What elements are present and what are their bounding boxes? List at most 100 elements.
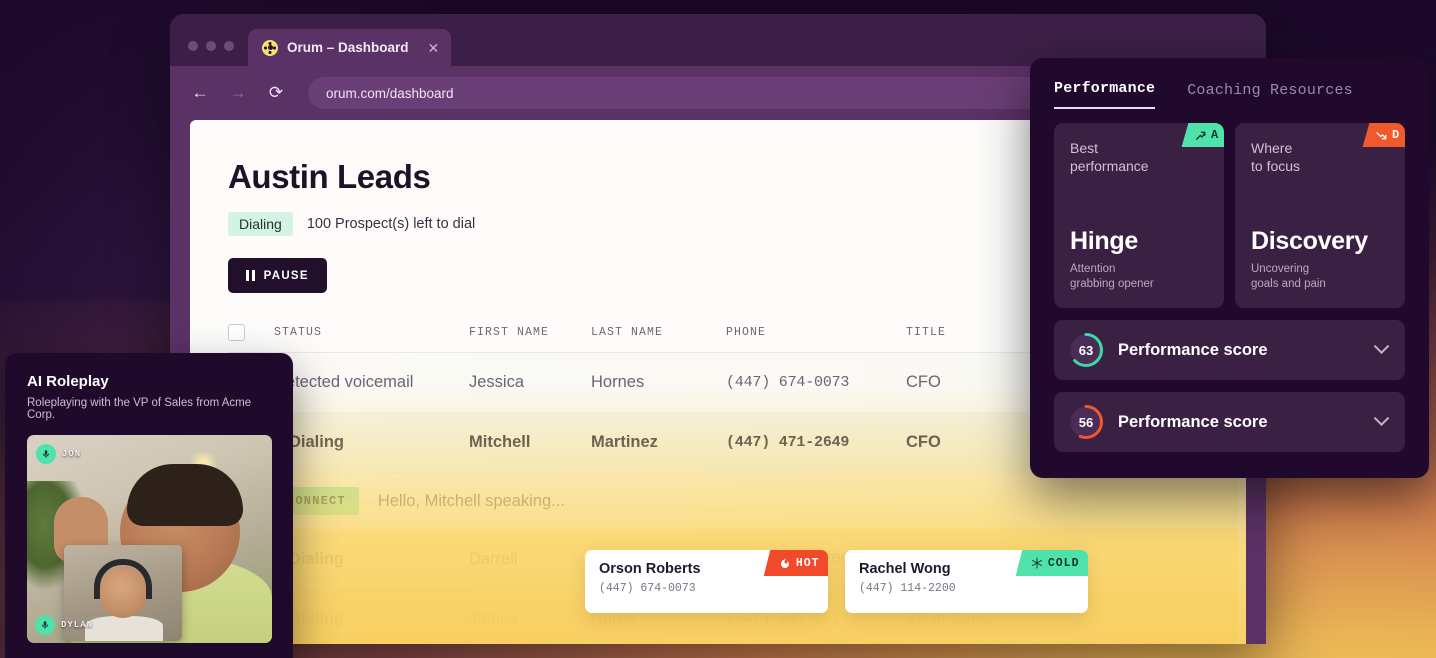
status-badge: Dialing bbox=[228, 212, 293, 236]
video-participant-tag: JON bbox=[36, 444, 81, 464]
close-tab-icon[interactable]: ✕ bbox=[427, 39, 440, 56]
video-participant-name: DYLAN bbox=[61, 620, 94, 630]
transcript-text: Hello, Mitchell speaking... bbox=[377, 491, 565, 510]
video-participant-tag: DYLAN bbox=[35, 615, 93, 635]
arrow-down-right-icon bbox=[1376, 131, 1387, 139]
panel-tabs: Performance Coaching Resources bbox=[1054, 80, 1405, 109]
call-transcript-row: CONNECT Hello, Mitchell speaking... bbox=[228, 473, 1238, 529]
cell-status-text: Dialing bbox=[289, 433, 345, 451]
kpi-card-group: A Best performance Hinge Attention grabb… bbox=[1054, 123, 1405, 308]
cell-first-name: Mitchell bbox=[469, 433, 531, 451]
reload-icon[interactable]: ⟳ bbox=[268, 83, 284, 102]
close-window-dot[interactable] bbox=[188, 41, 198, 51]
minimize-window-dot[interactable] bbox=[206, 41, 216, 51]
roleplay-title: AI Roleplay bbox=[27, 373, 109, 390]
kpi-grade-label: A bbox=[1210, 128, 1218, 142]
cell-status-text: Dialing bbox=[289, 549, 345, 568]
arrow-up-right-icon bbox=[1195, 131, 1206, 140]
pip-person-headset bbox=[94, 559, 153, 600]
score-label: Performance score bbox=[1118, 412, 1268, 431]
pause-button[interactable]: PAUSE bbox=[228, 258, 327, 293]
page-title: Austin Leads bbox=[228, 158, 431, 195]
prospects-left-text: 100 Prospect(s) left to dial bbox=[306, 216, 476, 232]
kpi-card-where-to-focus[interactable]: D Where to focus Discovery Uncovering go… bbox=[1235, 123, 1405, 308]
score-value: 56 bbox=[1078, 414, 1094, 430]
score-value: 63 bbox=[1078, 342, 1094, 358]
performance-panel: Performance Coaching Resources A Best pe… bbox=[1030, 58, 1429, 478]
browser-tab-title: Orum – Dashboard bbox=[287, 40, 409, 55]
address-bar-url: orum.com/dashboard bbox=[326, 85, 454, 101]
pause-button-label: PAUSE bbox=[263, 269, 309, 282]
kpi-card-value: Hinge bbox=[1070, 227, 1138, 256]
forward-icon[interactable]: → bbox=[229, 83, 247, 102]
column-header-last-name[interactable]: LAST NAME bbox=[591, 326, 664, 339]
kpi-grade-label: D bbox=[1391, 128, 1399, 142]
prospect-card-phone: (447) 674-0073 bbox=[599, 582, 696, 595]
cell-first-name: James bbox=[469, 609, 518, 628]
kpi-card-value: Discovery bbox=[1251, 227, 1368, 256]
video-person-hair bbox=[127, 464, 244, 527]
prospect-card-phone: (447) 114-2200 bbox=[859, 582, 956, 595]
cell-first-name: Jessica bbox=[469, 373, 525, 391]
window-controls[interactable] bbox=[188, 41, 234, 51]
back-icon[interactable]: ← bbox=[191, 83, 209, 102]
cell-status: Dialing bbox=[271, 549, 469, 569]
table-header-row: STATUS FIRST NAME LAST NAME PHONE TITLE bbox=[228, 323, 1238, 353]
chevron-down-icon[interactable] bbox=[1373, 337, 1390, 354]
column-header-first-name[interactable]: FIRST NAME bbox=[469, 326, 550, 339]
video-pip-tile bbox=[63, 545, 182, 641]
cell-phone: (447) 847-2917 bbox=[726, 610, 850, 628]
browser-titlebar: Orum – Dashboard ✕ bbox=[170, 14, 1266, 66]
cell-phone: (447) 674-0073 bbox=[726, 374, 850, 391]
cell-first-name: Darrell bbox=[469, 549, 518, 568]
prospect-temperature-label: HOT bbox=[796, 556, 820, 570]
cell-phone: (447) 471-2649 bbox=[726, 434, 850, 451]
kpi-card-label: Where to focus bbox=[1251, 140, 1301, 174]
performance-score-row-2[interactable]: 56 Performance score bbox=[1054, 392, 1405, 452]
maximize-window-dot[interactable] bbox=[224, 41, 234, 51]
microphone-icon[interactable] bbox=[35, 615, 55, 635]
pip-person-shirt bbox=[84, 616, 163, 641]
cell-status-text: Dialing bbox=[289, 609, 345, 628]
select-all-cell bbox=[228, 324, 274, 341]
flame-icon bbox=[781, 558, 790, 568]
prospect-temperature-badge: COLD bbox=[1016, 550, 1088, 576]
column-header-phone[interactable]: PHONE bbox=[726, 326, 767, 339]
column-header-status[interactable]: STATUS bbox=[274, 326, 323, 339]
select-all-checkbox[interactable] bbox=[228, 324, 245, 341]
kpi-grade-badge: A bbox=[1181, 123, 1224, 147]
video-participant-name: JON bbox=[62, 449, 82, 459]
kpi-card-subtitle: Attention grabbing opener bbox=[1070, 263, 1154, 290]
chevron-down-icon[interactable] bbox=[1373, 409, 1390, 426]
kpi-card-label: Best performance bbox=[1070, 140, 1149, 174]
kpi-card-subtitle: Uncovering goals and pain bbox=[1251, 263, 1326, 290]
cell-last-name: Hornes bbox=[591, 373, 645, 391]
ai-roleplay-panel: AI Roleplay Roleplaying with the VP of S… bbox=[5, 353, 293, 658]
roleplay-video-stage[interactable]: JON DYLAN bbox=[27, 435, 272, 643]
tab-coaching-resources[interactable]: Coaching Resources bbox=[1187, 82, 1353, 99]
gauge-ring-icon bbox=[1069, 333, 1103, 367]
cell-last-name: Martinez bbox=[591, 433, 658, 451]
prospect-temperature-badge: HOT bbox=[764, 550, 828, 576]
kpi-card-best-performance[interactable]: A Best performance Hinge Attention grabb… bbox=[1054, 123, 1224, 308]
orum-logo-icon bbox=[262, 39, 278, 56]
pause-icon bbox=[246, 270, 255, 281]
microphone-icon[interactable] bbox=[36, 444, 56, 464]
browser-tab[interactable]: Orum – Dashboard ✕ bbox=[248, 29, 452, 66]
cell-status: Dialing bbox=[271, 433, 469, 452]
tab-performance[interactable]: Performance bbox=[1054, 80, 1156, 109]
column-header-title[interactable]: TITLE bbox=[906, 326, 947, 339]
performance-score-row-1[interactable]: 63 Performance score bbox=[1054, 320, 1405, 380]
snowflake-icon bbox=[1032, 557, 1043, 569]
score-gauge: 56 bbox=[1068, 404, 1104, 440]
prospect-card[interactable]: Orson Roberts (447) 674-0073 HOT bbox=[585, 550, 828, 613]
page-status-row: Dialing 100 Prospect(s) left to dial bbox=[228, 212, 1246, 236]
prospect-card[interactable]: Rachel Wong (447) 114-2200 COLD bbox=[845, 550, 1088, 613]
roleplay-subtitle: Roleplaying with the VP of Sales from Ac… bbox=[27, 397, 252, 421]
score-gauge: 63 bbox=[1068, 332, 1104, 368]
prospect-card-group: Orson Roberts (447) 674-0073 HOT Rachel … bbox=[585, 550, 1088, 613]
prospect-temperature-label: COLD bbox=[1048, 556, 1080, 570]
cell-status: Dialing bbox=[271, 609, 469, 629]
kpi-grade-badge: D bbox=[1362, 123, 1405, 147]
cell-status-text: Detected voicemail bbox=[274, 373, 414, 391]
